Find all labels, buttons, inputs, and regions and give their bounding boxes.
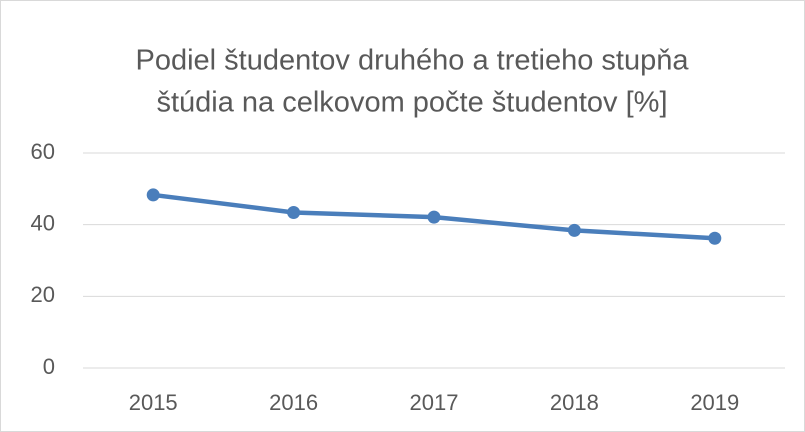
y-tick-label: 20 <box>31 282 55 307</box>
y-tick-label: 0 <box>43 354 55 379</box>
marker <box>567 223 581 237</box>
marker <box>708 231 722 245</box>
x-tick-label: 2017 <box>410 390 459 415</box>
y-tick-label: 60 <box>31 139 55 164</box>
y-tick-label: 40 <box>31 210 55 235</box>
marker <box>287 205 301 219</box>
x-tick-label: 2018 <box>550 390 599 415</box>
chart-title: štúdia na celkovom počte študentov [%] <box>156 87 667 119</box>
x-tick-label: 2016 <box>269 390 318 415</box>
marker <box>146 188 160 202</box>
marker <box>427 210 441 224</box>
chart-title: Podiel študentov druhého a tretieho stup… <box>135 45 689 77</box>
x-tick-label: 2019 <box>690 390 739 415</box>
x-tick-label: 2015 <box>129 390 178 415</box>
